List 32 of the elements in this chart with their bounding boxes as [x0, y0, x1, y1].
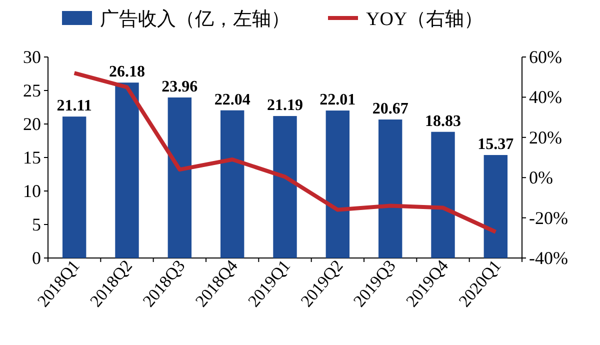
- y2-tick-label: 40%: [529, 87, 562, 108]
- y2-tick-label: 20%: [529, 127, 562, 148]
- y-tick-label: 15: [23, 148, 41, 168]
- bar: [62, 116, 86, 258]
- data-label: 23.96: [162, 78, 198, 96]
- y2-tick-label: -40%: [529, 248, 568, 268]
- y-tick-label: 5: [32, 214, 41, 234]
- y2-tick-label: 0%: [529, 168, 553, 188]
- bar: [378, 120, 402, 258]
- data-label: 21.19: [267, 97, 303, 114]
- legend-label: 广告收入（亿，左轴）: [100, 8, 290, 30]
- y-tick-label: 20: [23, 114, 41, 134]
- bar: [431, 132, 455, 258]
- y-tick-label: 30: [23, 47, 41, 67]
- bar: [326, 110, 350, 258]
- data-label: 20.67: [372, 100, 408, 118]
- y-tick-label: 25: [23, 80, 41, 100]
- data-label: 21.11: [56, 98, 92, 115]
- data-label: 18.83: [425, 112, 461, 130]
- data-label: 22.04: [214, 91, 250, 108]
- bar: [273, 116, 297, 258]
- bar: [484, 155, 508, 258]
- y2-tick-label: 60%: [529, 47, 562, 67]
- data-label: 26.18: [109, 64, 145, 81]
- bar: [115, 82, 139, 258]
- y2-tick-label: -20%: [529, 208, 568, 228]
- bar: [168, 97, 192, 258]
- data-label: 15.37: [478, 136, 514, 154]
- legend-label: YOY（右轴）: [366, 9, 484, 30]
- y-tick-label: 10: [23, 181, 41, 201]
- bar: [220, 110, 244, 258]
- data-label: 22.01: [320, 92, 356, 109]
